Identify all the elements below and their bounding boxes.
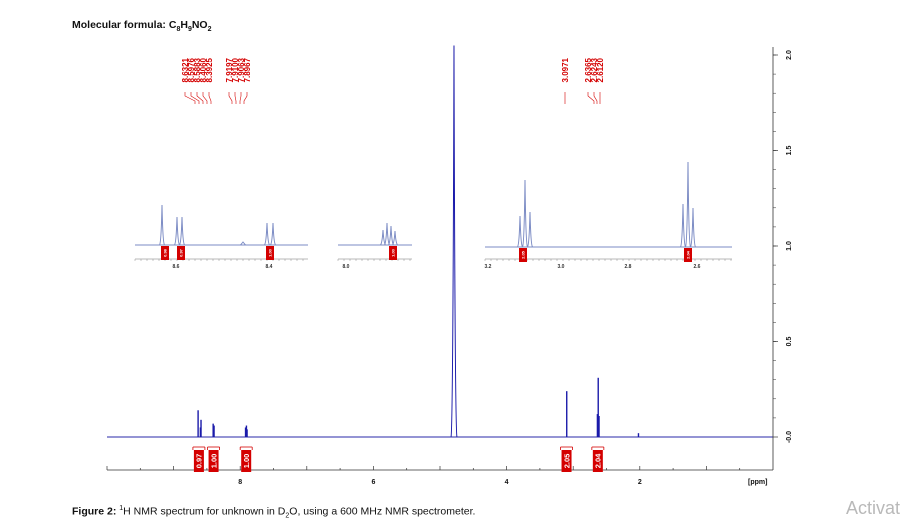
- peak-label-connector: [243, 92, 248, 104]
- y-tick-label: 1.0: [786, 241, 793, 251]
- integral-box: [241, 450, 252, 472]
- inset-integral-box: [519, 248, 527, 262]
- inset-integral-value: 1.00: [391, 248, 396, 257]
- x-tick-label: 8: [238, 479, 242, 486]
- inset-integral-value: 2.05: [521, 250, 526, 259]
- inset-integral-box: [177, 246, 185, 260]
- inset-peak: [384, 222, 390, 246]
- peak-label-connector: [239, 92, 242, 104]
- x-tick-label: 2: [638, 479, 642, 486]
- integral-value: 1.00: [209, 454, 218, 469]
- inset-tick-label: 3.2: [485, 264, 492, 270]
- x-tick-label: 6: [371, 479, 375, 486]
- figure-caption: Figure 2: 1H NMR spectrum for unknown in…: [72, 505, 476, 520]
- inset-peak: [680, 203, 686, 248]
- integral-labels: 0.97 1.00 1.00 2.05 2.04: [192, 446, 605, 472]
- inset-peak: [517, 215, 523, 248]
- inset-peak: [380, 229, 386, 246]
- integral-value: 2.04: [594, 453, 603, 468]
- integral-box: [592, 450, 603, 472]
- peak-label: 2.6243: [590, 57, 599, 82]
- inset-integral-value: 0.98: [163, 248, 168, 257]
- inset-integral-value: 1.00: [268, 248, 273, 257]
- inset-integral-value: 0.97: [179, 248, 184, 257]
- inset-peak: [240, 241, 246, 246]
- activate-watermark: Activat: [846, 498, 901, 518]
- inset-peak: [388, 225, 394, 246]
- integral-box: [193, 450, 204, 472]
- peak-label: 2.6365: [584, 57, 593, 82]
- inset-tick-label: 2.8: [625, 264, 632, 270]
- inset-panel: 8.0 1.00: [337, 222, 412, 270]
- peak-label-connector: [587, 92, 595, 104]
- molecular-formula: Molecular formula: C8H9NO2: [72, 19, 212, 34]
- x-axis-label: [ppm]: [748, 479, 767, 486]
- y-tick-label: 0.5: [786, 337, 793, 347]
- y-tick-label: 1.5: [786, 146, 793, 156]
- inset-peak: [527, 211, 533, 248]
- y-tick-label: -0.0: [786, 431, 793, 443]
- inset-tick-label: 8.0: [343, 264, 350, 270]
- x-axis: 8 6 4 2: [106, 466, 741, 486]
- integral-box: [561, 450, 572, 472]
- peak-label: 3.0971: [561, 57, 570, 82]
- inset-integral-box: [389, 246, 397, 260]
- inset-panels: 8.6 8.40.98 0.97 1.008.01.003.2 3.0 2.8 2.62.0…: [134, 161, 732, 270]
- inset-peak: [179, 216, 185, 246]
- y-tick-label: 2.0: [786, 50, 793, 60]
- inset-peak: [270, 222, 276, 246]
- inset-tick-label: 8.4: [266, 264, 273, 270]
- inset-integral-box: [161, 246, 169, 260]
- inset-peak: [264, 222, 270, 246]
- peak-label: 8.3925: [205, 57, 214, 82]
- inset-integral-box: [266, 246, 274, 260]
- peak-label-connector: [208, 92, 212, 104]
- inset-tick-label: 3.0: [558, 264, 565, 270]
- spectrum-peak: [450, 45, 458, 438]
- integral-value: 2.05: [562, 454, 571, 469]
- peak-label: 7.9197: [225, 57, 234, 82]
- peak-label: 7.9063: [237, 57, 246, 82]
- inset-tick-label: 8.6: [173, 264, 180, 270]
- peak-label-connector: [234, 92, 237, 104]
- peak-label: 7.9100: [231, 57, 240, 82]
- x-tick-label: 4: [505, 479, 509, 486]
- inset-peak: [174, 216, 180, 246]
- inset-peak: [685, 161, 691, 248]
- inset-peak: [690, 207, 696, 248]
- peak-label: 2.6120: [596, 57, 605, 82]
- inset-integral-box: [684, 248, 692, 262]
- inset-panel: 3.2 3.0 2.8 2.6 2.05 2.04: [485, 161, 732, 270]
- peak-label: 8.4060: [199, 57, 208, 82]
- peak-label-connector: [593, 92, 598, 104]
- main-spectrum: [197, 45, 640, 438]
- peak-label-connector: [196, 92, 204, 104]
- inset-tick-label: 2.6: [694, 264, 701, 270]
- peak-label-connector: [190, 92, 200, 104]
- peak-label: 8.6321: [181, 57, 190, 82]
- peak-label: 8.5976: [187, 57, 196, 82]
- y-axis: -0.0 0.5 1.0 1.5 2.0: [773, 50, 793, 443]
- inset-peak: [392, 230, 398, 246]
- integral-box: [208, 450, 219, 472]
- peak-label: 7.8967: [243, 57, 252, 82]
- inset-peak: [159, 204, 165, 246]
- inset-panel: 8.6 8.4 0.98 0.97 1.00: [134, 204, 308, 270]
- peak-label-connector: [202, 92, 208, 104]
- inset-integral-value: 2.04: [686, 250, 691, 259]
- inset-peak: [522, 179, 528, 248]
- plot-frame: [107, 47, 774, 471]
- peak-label-connector: [228, 92, 233, 104]
- peak-label: 8.5883: [193, 57, 202, 82]
- peak-label-connector: [184, 92, 196, 104]
- integral-value: 0.97: [195, 454, 204, 469]
- integral-value: 1.00: [242, 454, 251, 469]
